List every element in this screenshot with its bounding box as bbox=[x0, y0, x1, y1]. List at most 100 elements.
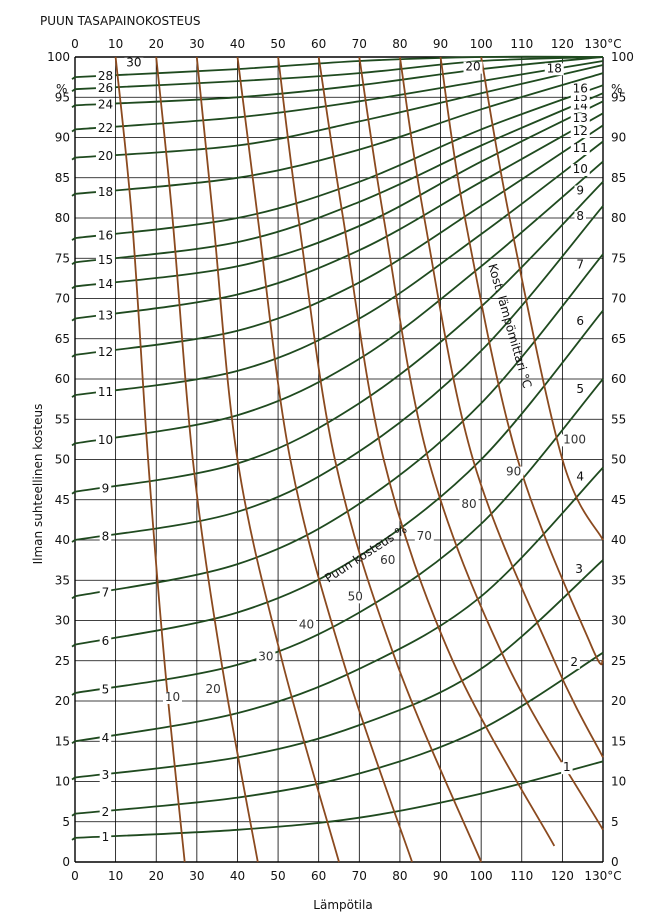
y-tick-right: 80 bbox=[611, 211, 626, 225]
emc-label-7-bg bbox=[99, 587, 112, 600]
emc-label-16-bg bbox=[95, 230, 115, 243]
emc-label-14: 14 bbox=[98, 277, 113, 291]
wet-bulb-label-60-bg bbox=[378, 555, 398, 568]
x-tick-top: 130°C bbox=[584, 37, 621, 51]
wet-bulb-label-60: 60 bbox=[380, 553, 395, 567]
y-tick-right: 100 bbox=[611, 50, 634, 64]
wet-bulb-curve-100 bbox=[480, 56, 604, 541]
emc-label-26: 26 bbox=[98, 81, 113, 95]
y-unit-left: % bbox=[56, 82, 67, 96]
emc-label-right-9: 9 bbox=[576, 184, 584, 198]
y-tick-right: 60 bbox=[611, 372, 626, 386]
x-tick-top: 80 bbox=[392, 37, 407, 51]
emc-label-3: 3 bbox=[102, 768, 110, 782]
y-tick-left: 95 bbox=[55, 90, 70, 104]
emc-stub-4 bbox=[71, 740, 76, 744]
wet-bulb-label-10-bg bbox=[162, 691, 182, 704]
wet-bulb-curve-10 bbox=[114, 56, 186, 863]
emc-label-11-bg bbox=[95, 387, 115, 400]
emc-label-right-2-bg bbox=[568, 656, 580, 669]
emc-curve-5 bbox=[74, 378, 604, 694]
wet-bulb-curve-90 bbox=[439, 56, 604, 666]
x-tick-bottom: 120 bbox=[551, 869, 574, 883]
emc-label-right-11: 11 bbox=[573, 141, 588, 155]
y-tick-left: 65 bbox=[55, 332, 70, 346]
emc-label-9-bg bbox=[99, 483, 112, 496]
y-tick-right: 5 bbox=[611, 815, 619, 829]
emc-stub-8 bbox=[71, 539, 76, 543]
wet-bulb-label-70-bg bbox=[414, 530, 434, 543]
emc-label-3-bg bbox=[99, 770, 112, 783]
emc-stub-6 bbox=[71, 643, 76, 648]
emc-label-right-16-bg bbox=[570, 83, 590, 96]
emc-stub-24 bbox=[71, 104, 76, 109]
wet-bulb-label-100-bg bbox=[561, 434, 588, 447]
x-tick-bottom: 40 bbox=[230, 869, 245, 883]
emc-label-30: 30 bbox=[126, 56, 141, 70]
x-tick-top: 60 bbox=[311, 37, 326, 51]
y-axis-label: Ilman suhteellinen kosteus bbox=[31, 404, 45, 565]
emc-label-18: 18 bbox=[98, 185, 113, 199]
y-tick-left: 85 bbox=[55, 171, 70, 185]
y-tick-left: 10 bbox=[55, 775, 70, 789]
y-tick-right: 55 bbox=[611, 412, 626, 426]
y-tick-right: 75 bbox=[611, 251, 626, 265]
emc-label-right-7-bg bbox=[574, 259, 587, 272]
emc-label-2: 2 bbox=[102, 805, 110, 819]
wet-bulb-label-90: 90 bbox=[506, 465, 521, 479]
x-axis-label: Lämpötila bbox=[313, 898, 372, 912]
wet-bulb-label-90-bg bbox=[504, 466, 524, 479]
wet-bulb-label-30-bg bbox=[256, 651, 276, 664]
y-tick-left: 30 bbox=[55, 614, 70, 628]
wet-bulb-label-80-bg bbox=[459, 498, 479, 511]
x-tick-bottom: 60 bbox=[311, 869, 326, 883]
emc-label-right-7: 7 bbox=[576, 258, 584, 272]
emc-label-right-12-bg bbox=[570, 126, 590, 139]
emc-stub-22 bbox=[71, 128, 76, 133]
emc-label-18-right: 18 bbox=[547, 61, 562, 75]
emc-label-20-right: 20 bbox=[465, 60, 480, 74]
emc-label-10-bg bbox=[95, 435, 115, 448]
emc-label-right-5: 5 bbox=[576, 382, 584, 396]
emc-label-6: 6 bbox=[102, 634, 110, 648]
emc-label-20-bg bbox=[95, 151, 115, 164]
emc-curve-15 bbox=[74, 92, 604, 264]
emc-curve-24 bbox=[74, 56, 604, 107]
x-tick-bottom: 70 bbox=[352, 869, 367, 883]
y-tick-right: 20 bbox=[611, 694, 626, 708]
y-tick-right: 30 bbox=[611, 614, 626, 628]
emc-curve-8 bbox=[74, 205, 604, 541]
emc-label-13-bg bbox=[95, 310, 115, 323]
x-tick-top: 90 bbox=[433, 37, 448, 51]
emc-label-4-bg bbox=[99, 732, 112, 745]
emc-curve-13 bbox=[74, 112, 604, 320]
emc-label-right-2: 2 bbox=[570, 655, 578, 669]
emc-label-right-11-bg bbox=[570, 143, 590, 156]
emc-label-10: 10 bbox=[98, 433, 113, 447]
emc-stub-1 bbox=[71, 837, 76, 841]
x-tick-top: 50 bbox=[270, 37, 285, 51]
x-tick-bottom: 20 bbox=[149, 869, 164, 883]
emc-label-right-3-bg bbox=[573, 563, 585, 576]
x-tick-top: 0 bbox=[71, 37, 79, 51]
y-tick-right: 45 bbox=[611, 493, 626, 507]
emc-label-22: 22 bbox=[98, 121, 113, 135]
emc-stub-28 bbox=[71, 76, 76, 80]
y-tick-left: 20 bbox=[55, 694, 70, 708]
y-tick-left: 70 bbox=[55, 292, 70, 306]
emc-label-right-16: 16 bbox=[573, 81, 588, 95]
y-tick-left: 55 bbox=[55, 412, 70, 426]
emc-stub-18 bbox=[71, 193, 76, 197]
emc-label-28-bg bbox=[95, 71, 115, 84]
x-tick-top: 100 bbox=[470, 37, 493, 51]
emc-label-7: 7 bbox=[102, 585, 110, 599]
x-tick-bottom: 90 bbox=[433, 869, 448, 883]
emc-curve-16 bbox=[74, 84, 604, 239]
emc-label-15: 15 bbox=[98, 253, 113, 267]
wet-bulb-curve-50 bbox=[277, 56, 483, 863]
emc-curve-9 bbox=[74, 181, 604, 493]
emc-label-right-10: 10 bbox=[573, 162, 588, 176]
emc-label-right-3: 3 bbox=[575, 562, 583, 576]
emc-stub-16 bbox=[71, 237, 76, 241]
